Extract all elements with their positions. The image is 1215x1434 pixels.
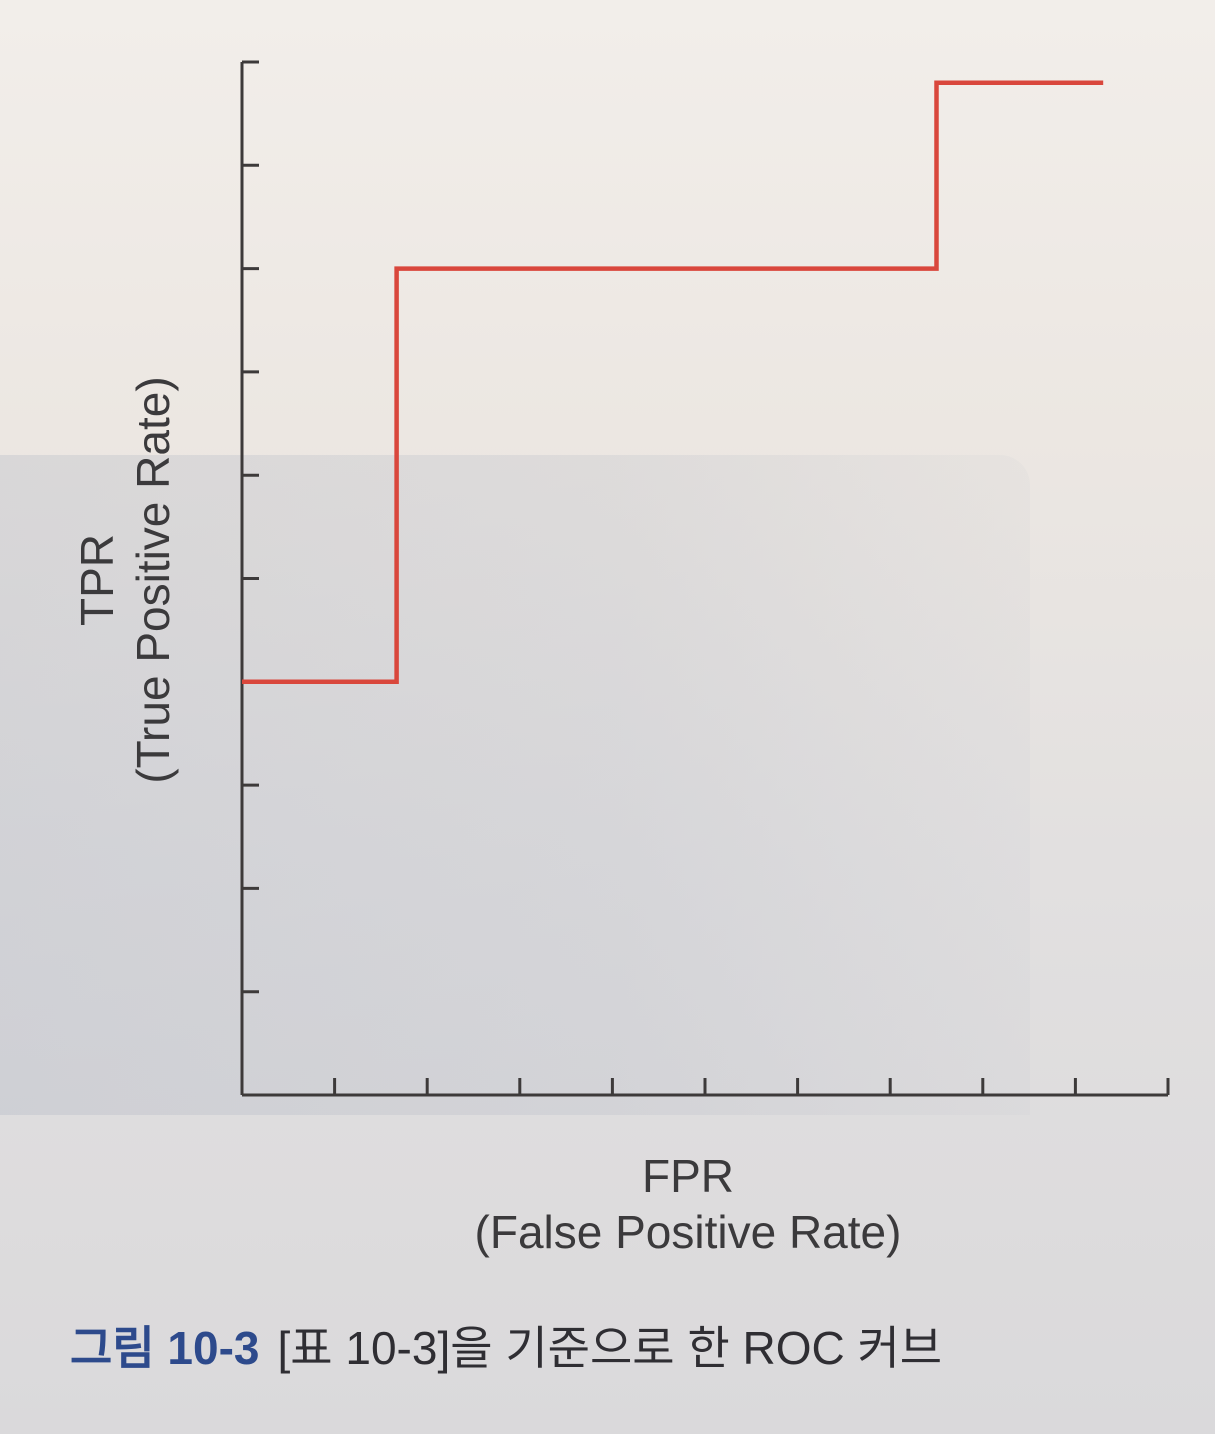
figure-caption-label: 그림 10-3 xyxy=(70,1322,260,1374)
series-group xyxy=(242,80,1104,685)
y-axis-title-line1: TPR xyxy=(71,534,123,626)
x-axis-title-line2: (False Positive Rate) xyxy=(474,1206,902,1258)
figure-caption: 그림 10-3 [표 10-3]을 기준으로 한 ROC 커브 xyxy=(70,1318,942,1378)
axes xyxy=(240,60,1170,1097)
x-axis-title-line1: FPR xyxy=(642,1150,734,1202)
y-axis-title-line2: (True Positive Rate) xyxy=(127,376,179,784)
figure-caption-text: [표 10-3]을 기준으로 한 ROC 커브 xyxy=(277,1322,943,1374)
x-axis-title: FPR (False Positive Rate) xyxy=(388,1148,988,1260)
roc-curve-line xyxy=(242,80,1104,685)
